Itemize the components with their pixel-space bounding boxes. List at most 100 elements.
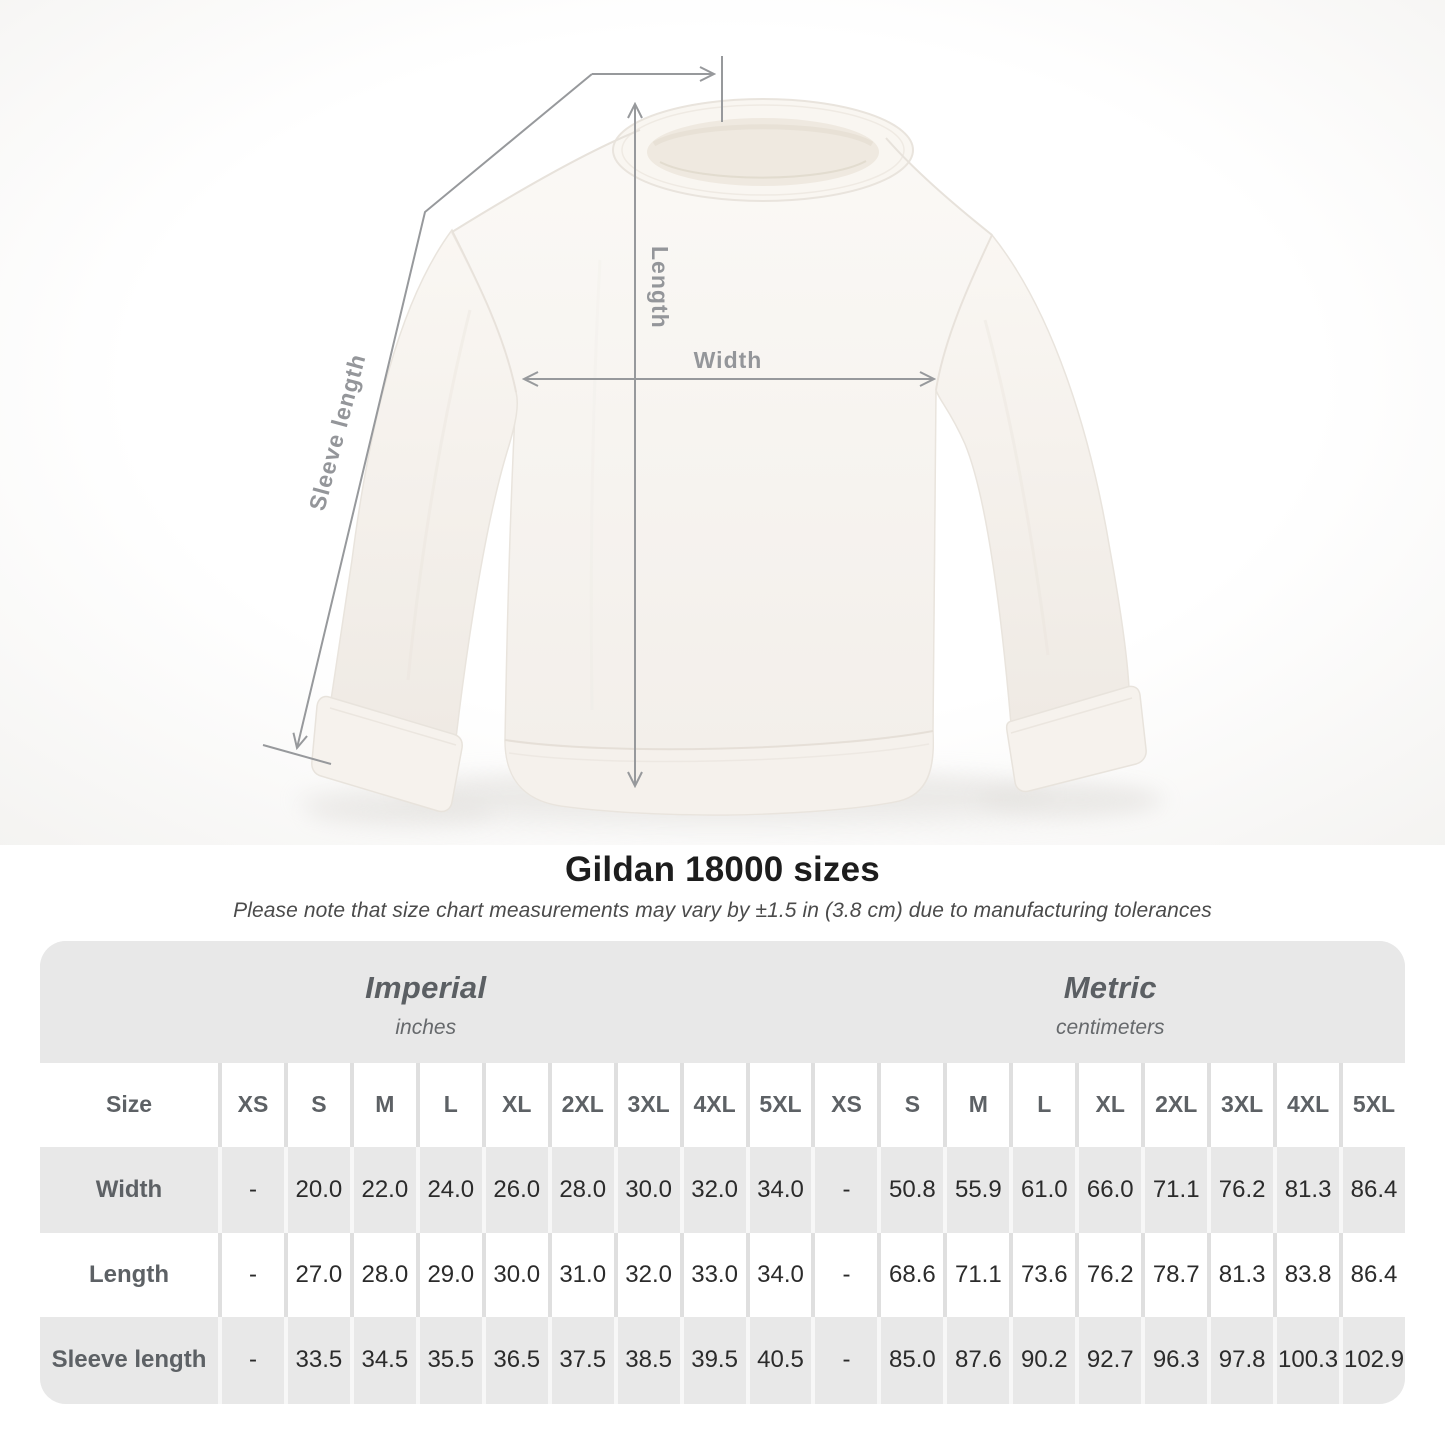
length-metric-cell: 81.3 (1211, 1232, 1274, 1317)
length-imperial-cell: 32.0 (617, 1232, 680, 1317)
length-metric-cell: 86.4 (1343, 1232, 1405, 1317)
hps-reference-line (592, 56, 723, 122)
row-header-length: Length (40, 1232, 218, 1317)
sleeve-metric-cell: 92.7 (1079, 1316, 1142, 1404)
width-metric-cell: 86.4 (1343, 1146, 1405, 1233)
width-imperial-cell: 20.0 (287, 1146, 350, 1233)
metric-size-header: L (1013, 1062, 1076, 1147)
sleeve-imperial-cell: 39.5 (683, 1316, 746, 1404)
sleeve-imperial-cell: 38.5 (617, 1316, 680, 1404)
sleeve-imperial-cell: 37.5 (551, 1316, 614, 1404)
row-header-width: Width (40, 1146, 218, 1233)
width-imperial-cell: 32.0 (683, 1146, 746, 1233)
imperial-size-header: XS (222, 1062, 284, 1147)
left-cuff (311, 695, 463, 813)
imperial-header: Imperial inches (40, 941, 812, 1063)
sleeve-imperial-cell: 40.5 (749, 1316, 812, 1404)
imperial-size-header: XL (485, 1062, 548, 1147)
imperial-size-header: 5XL (749, 1062, 812, 1147)
length-row: Length - 27.0 28.0 29.0 30.0 31.0 32.0 3… (40, 1232, 1405, 1317)
imperial-size-header: 2XL (551, 1062, 614, 1147)
length-metric-cell: 83.8 (1277, 1232, 1340, 1317)
metric-size-header: 3XL (1211, 1062, 1274, 1147)
width-imperial-cell: 24.0 (419, 1146, 482, 1233)
width-metric-cell: 50.8 (881, 1146, 944, 1233)
length-imperial-cell: 27.0 (287, 1232, 350, 1317)
units-header-row: Imperial inches Metric centimeters (40, 940, 1406, 1063)
width-metric-cell: - (815, 1146, 878, 1233)
width-metric-cell: 55.9 (947, 1146, 1010, 1233)
imperial-size-header: M (353, 1062, 416, 1147)
length-metric-cell: 76.2 (1079, 1232, 1142, 1317)
imperial-title: Imperial (365, 969, 487, 1005)
width-metric-cell: 61.0 (1013, 1146, 1076, 1233)
length-imperial-cell: - (222, 1232, 284, 1317)
length-metric-cell: 73.6 (1013, 1232, 1076, 1317)
sweatshirt-body (451, 112, 993, 816)
length-imperial-cell: 33.0 (683, 1232, 746, 1317)
right-cuff (1005, 685, 1147, 793)
metric-size-header: S (881, 1062, 944, 1147)
metric-unit: centimeters (1055, 1015, 1165, 1039)
sleeve-metric-cell: 85.0 (881, 1316, 944, 1404)
metric-size-header: 4XL (1277, 1062, 1340, 1147)
hem-band (504, 730, 934, 816)
size-table: Imperial inches Metric centimeters Size … (40, 940, 1406, 1404)
title-block: Gildan 18000 sizes Please note that size… (0, 850, 1445, 923)
sleeve-metric-cell: 100.3 (1277, 1316, 1340, 1404)
size-header-row: Size XS S M L XL 2XL 3XL 4XL 5XL XS S M … (40, 1062, 1405, 1147)
sleeve-metric-cell: 96.3 (1145, 1316, 1208, 1404)
sweatshirt-measurement-diagram: Length Width Sleeve length (0, 0, 1445, 845)
width-imperial-cell: - (222, 1146, 284, 1233)
length-metric-cell: 68.6 (881, 1232, 944, 1317)
metric-size-header: 5XL (1343, 1062, 1405, 1147)
length-metric-cell: 71.1 (947, 1232, 1010, 1317)
imperial-size-header: S (287, 1062, 350, 1147)
imperial-size-header: 3XL (617, 1062, 680, 1147)
metric-size-header: XS (815, 1062, 878, 1147)
width-imperial-cell: 34.0 (749, 1146, 812, 1233)
size-corner-header: Size (40, 1062, 218, 1147)
length-imperial-cell: 29.0 (419, 1232, 482, 1317)
metric-title: Metric (1063, 969, 1157, 1005)
sleeve-measure-line (262, 73, 593, 765)
tolerance-note: Please note that size chart measurements… (233, 898, 1212, 922)
metric-size-header: M (947, 1062, 1010, 1147)
length-metric-cell: 78.7 (1145, 1232, 1208, 1317)
sleeve-metric-cell: 97.8 (1211, 1316, 1274, 1404)
width-metric-cell: 81.3 (1277, 1146, 1340, 1233)
length-imperial-cell: 31.0 (551, 1232, 614, 1317)
width-metric-cell: 66.0 (1079, 1146, 1142, 1233)
sleeve-imperial-cell: 35.5 (419, 1316, 482, 1404)
sleeve-metric-cell: 102.9 (1343, 1316, 1405, 1404)
width-imperial-cell: 26.0 (485, 1146, 548, 1233)
width-row: Width - 20.0 22.0 24.0 26.0 28.0 30.0 32… (40, 1146, 1405, 1233)
garment-seams (406, 129, 1050, 711)
sleeve-imperial-cell: 34.5 (353, 1316, 416, 1404)
width-imperial-cell: 28.0 (551, 1146, 614, 1233)
sleeve-imperial-cell: 36.5 (485, 1316, 548, 1404)
sleeve-metric-cell: - (815, 1316, 878, 1404)
length-imperial-cell: 30.0 (485, 1232, 548, 1317)
sleeve-metric-cell: 87.6 (947, 1316, 1010, 1404)
imperial-unit: inches (395, 1015, 457, 1039)
row-header-sleeve-length: Sleeve length (40, 1316, 218, 1404)
metric-size-header: XL (1079, 1062, 1142, 1147)
metric-header: Metric centimeters (816, 941, 1406, 1063)
width-imperial-cell: 22.0 (353, 1146, 416, 1233)
length-label: Length (647, 246, 673, 329)
width-metric-cell: 71.1 (1145, 1146, 1208, 1233)
width-metric-cell: 76.2 (1211, 1146, 1274, 1233)
imperial-size-header: L (419, 1062, 482, 1147)
sleeve-imperial-cell: - (222, 1316, 284, 1404)
length-imperial-cell: 34.0 (749, 1232, 812, 1317)
imperial-size-header: 4XL (683, 1062, 746, 1147)
sleeve-length-row: Sleeve length - 33.5 34.5 35.5 36.5 37.5… (40, 1316, 1405, 1404)
measurement-overlay (262, 56, 934, 786)
width-label: Width (694, 347, 763, 373)
width-imperial-cell: 30.0 (617, 1146, 680, 1233)
crewneck-collar (612, 98, 914, 202)
page-title: Gildan 18000 sizes (565, 850, 880, 889)
length-imperial-cell: 28.0 (353, 1232, 416, 1317)
